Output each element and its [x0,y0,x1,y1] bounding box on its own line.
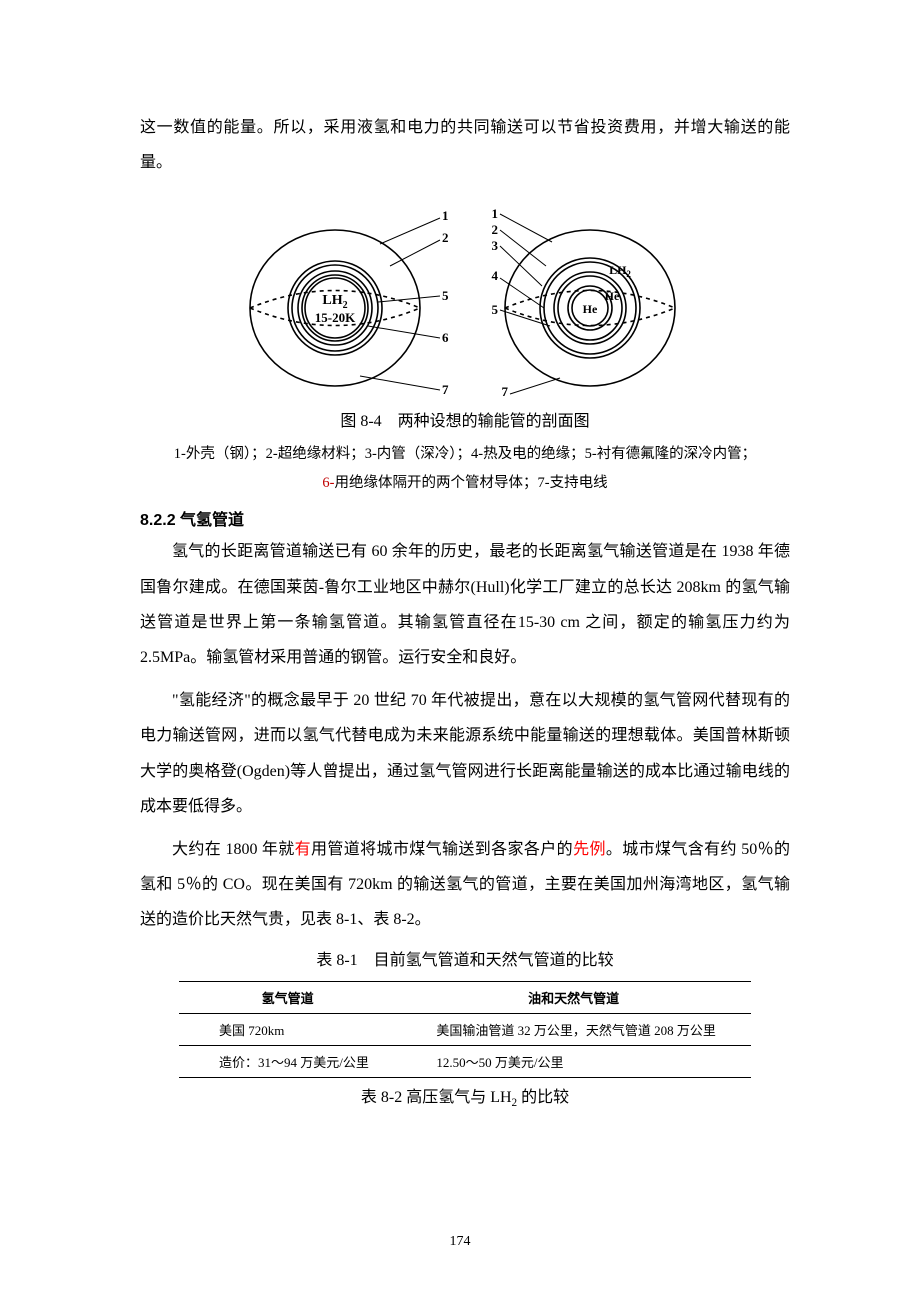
table-cell: 美国 720km [179,1014,396,1046]
paragraph-1: 氢气的长距离管道输送已有 60 余年的历史，最老的长距离氢气输送管道是在 193… [140,534,790,675]
label-7: 7 [502,384,509,398]
label-3: 3 [492,238,499,253]
pipe-cross-section-left: 1 2 5 6 7 LH2 15-20K [240,208,450,398]
label-1: 1 [492,208,499,221]
svg-text:LH2: LH2 [322,293,347,311]
section-heading: 8.2.2 气氢管道 [140,506,790,530]
label-2: 2 [442,230,449,245]
paragraph-3: 大约在 1800 年就有用管道将城市煤气输送到各家各户的先例。城市煤气含有约 5… [140,832,790,938]
svg-text:LH2: LH2 [609,263,631,279]
label-6: 6 [442,330,449,345]
paragraph-2: "氢能经济"的概念最早于 20 世纪 70 年代被提出，意在以大规模的氢气管网代… [140,683,790,824]
page: 这一数值的能量。所以，采用液氢和电力的共同输送可以节省投资费用，并增大输送的能量… [0,0,920,1302]
page-number: 174 [0,1234,920,1250]
label-5: 5 [442,288,449,303]
table-cell: 美国输油管道 32 万公里，天然气管道 208 万公里 [396,1014,751,1046]
figure-legend-line1: 1-外壳（钢）；2-超绝缘材料；3-内管（深冷）；4-热及电的绝缘；5-衬有德氟… [140,440,790,469]
temp-label: 15-20K [315,310,356,325]
figure-8-4: 1 2 5 6 7 LH2 15-20K [140,208,790,398]
figure-legend-line2: 6-用绝缘体隔开的两个管材导体；7-支持电线 [140,469,790,498]
label-5: 5 [492,302,499,317]
label-7: 7 [442,382,449,397]
label-2: 2 [492,222,499,237]
table-8-2-caption: 表 8-2 高压氢气与 LH2 的比较 [140,1082,790,1115]
table-cell: 造价：31～94 万美元/公里 [179,1046,396,1078]
lh2-label: LH [322,293,342,308]
pipe-cross-section-right: 1 2 3 4 5 7 LH2 He He [470,208,690,398]
he-inner: He [583,302,598,316]
th-hydrogen: 氢气管道 [179,982,396,1014]
lh2: LH [609,263,627,277]
table-8-1: 氢气管道 油和天然气管道 美国 720km 美国输油管道 32 万公里，天然气管… [179,981,751,1078]
table-cell: 12.50～50 万美元/公里 [396,1046,751,1078]
table-8-1-caption: 表 8-1 目前氢气管道和天然气管道的比较 [140,945,790,977]
figure-caption: 图 8-4 两种设想的输能管的剖面图 [140,406,790,438]
th-oilgas: 油和天然气管道 [396,982,751,1014]
intro-paragraph: 这一数值的能量。所以，采用液氢和电力的共同输送可以节省投资费用，并增大输送的能量… [140,110,790,180]
label-1: 1 [442,208,449,223]
label-4: 4 [492,268,499,283]
he-outer: He [605,289,620,303]
